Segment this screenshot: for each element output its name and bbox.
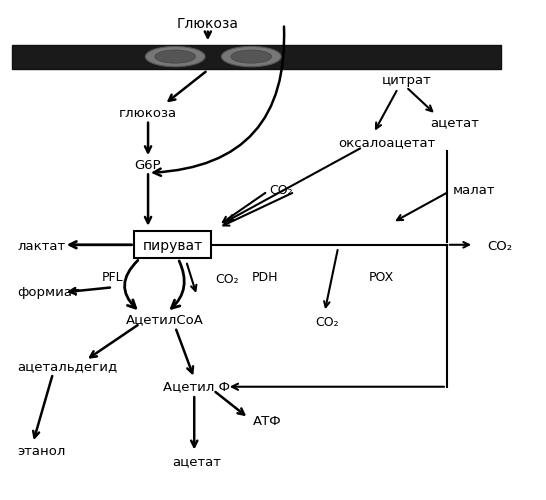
- Text: PFL: PFL: [102, 271, 123, 284]
- Text: PDH: PDH: [252, 271, 278, 284]
- Ellipse shape: [155, 50, 195, 63]
- Ellipse shape: [145, 46, 205, 66]
- Text: оксалоацетат: оксалоацетат: [338, 136, 436, 149]
- Text: этанол: этанол: [17, 445, 66, 458]
- Text: CO₂: CO₂: [215, 274, 239, 286]
- Text: CO₂: CO₂: [316, 316, 339, 328]
- Text: лактат: лактат: [17, 240, 66, 252]
- Text: АцетилСоА: АцетилСоА: [126, 313, 203, 326]
- Text: POX: POX: [369, 271, 394, 284]
- Bar: [12, 44, 501, 68]
- Text: Глюкоза: Глюкоза: [177, 17, 239, 31]
- Text: Ацетил Ф: Ацетил Ф: [163, 380, 230, 393]
- Text: ацетат: ацетат: [431, 116, 479, 130]
- Text: глюкоза: глюкоза: [119, 107, 177, 120]
- Bar: [134, 231, 211, 258]
- Ellipse shape: [231, 50, 272, 63]
- Text: формиат: формиат: [17, 286, 80, 299]
- Text: G6P: G6P: [135, 159, 162, 172]
- Text: CO₂: CO₂: [488, 240, 513, 252]
- Text: АТФ: АТФ: [253, 415, 282, 428]
- Text: малат: малат: [452, 184, 495, 197]
- Text: пируват: пируват: [143, 239, 203, 253]
- Ellipse shape: [221, 46, 281, 66]
- Text: цитрат: цитрат: [382, 74, 431, 88]
- Text: ацетат: ацетат: [173, 455, 221, 468]
- Text: ацетальдегид: ацетальдегид: [17, 360, 118, 374]
- Text: CO₂: CO₂: [269, 184, 293, 197]
